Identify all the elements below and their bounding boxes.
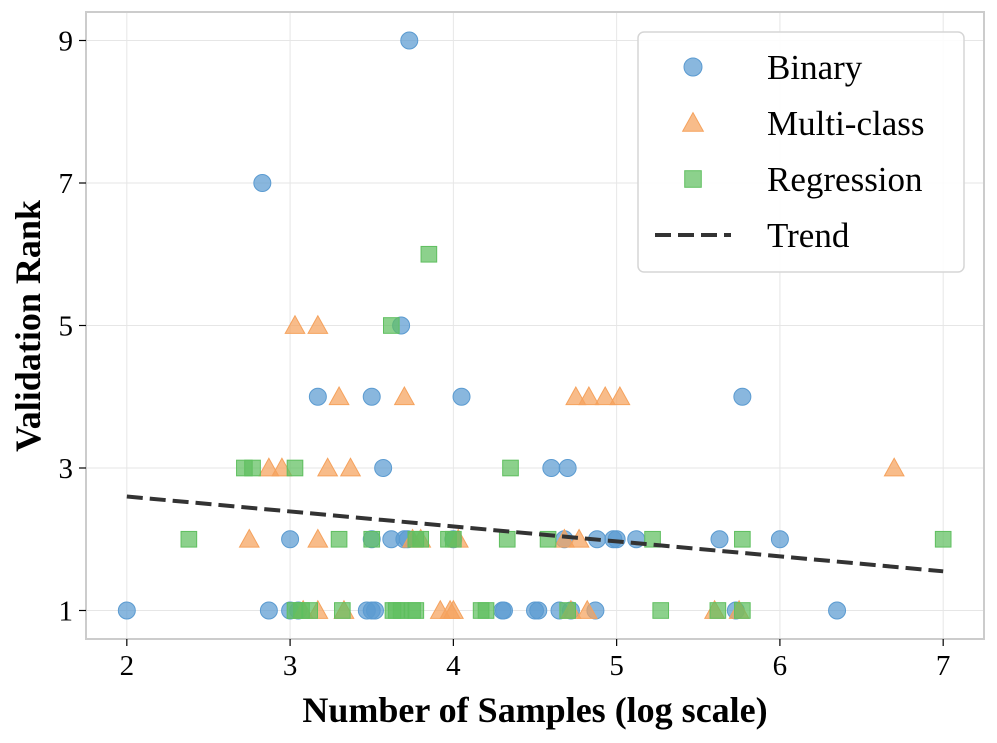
- legend: Binary Multi-class Regression Trend: [637, 31, 965, 273]
- legend-entry: Multi-class: [681, 104, 924, 143]
- data-point: [542, 459, 561, 477]
- legend-swatch: [684, 170, 702, 188]
- data-point: [328, 385, 350, 406]
- data-point: [576, 599, 598, 619]
- data-point: [308, 387, 327, 406]
- legend-label: Regression: [767, 160, 923, 199]
- y-axis-title: Validation Rank: [8, 200, 48, 452]
- data-point: [594, 385, 616, 406]
- data-point: [734, 602, 751, 619]
- data-point: [259, 601, 278, 620]
- data-point: [529, 601, 548, 620]
- data-point: [934, 530, 952, 548]
- data-point: [363, 530, 381, 548]
- data-point: [253, 174, 272, 192]
- data-point: [502, 459, 519, 477]
- y-tick-label: 9: [59, 26, 74, 58]
- data-point: [286, 459, 304, 477]
- y-tick-label: 3: [59, 453, 74, 485]
- data-point: [281, 530, 300, 549]
- legend-label: Multi-class: [767, 104, 924, 143]
- x-axis-title: Number of Samples (log scale): [302, 690, 767, 730]
- data-point: [393, 385, 416, 406]
- data-point: [412, 530, 430, 548]
- data-point: [307, 528, 329, 548]
- data-point: [559, 602, 576, 619]
- data-point: [420, 245, 438, 263]
- x-tick-label: 7: [936, 650, 951, 682]
- x-tick-label: 4: [446, 650, 461, 682]
- legend-swatch: [681, 111, 705, 132]
- data-point: [238, 528, 260, 548]
- data-point: [117, 601, 136, 620]
- x-tick-label: 6: [773, 650, 788, 682]
- data-point: [374, 459, 393, 477]
- data-point: [334, 602, 351, 619]
- data-point: [445, 530, 462, 548]
- data-point: [407, 602, 425, 619]
- series-regression: [180, 245, 952, 619]
- data-point: [609, 385, 631, 406]
- data-point: [578, 385, 600, 406]
- data-point: [400, 31, 419, 50]
- data-point: [710, 530, 729, 549]
- legend-box: [637, 31, 965, 273]
- x-tick-label: 5: [609, 650, 624, 682]
- data-point: [258, 457, 280, 477]
- data-point: [442, 599, 464, 619]
- data-point: [330, 530, 348, 548]
- legend-entry: Regression: [684, 160, 923, 199]
- data-point: [244, 459, 261, 477]
- data-points: [117, 31, 952, 620]
- data-point: [180, 530, 198, 548]
- y-tick-label: 5: [59, 311, 74, 343]
- data-point: [317, 457, 339, 477]
- legend-entry: Binary: [683, 48, 863, 87]
- data-point: [362, 387, 381, 406]
- y-tick-label: 1: [59, 596, 74, 628]
- data-point: [383, 317, 400, 334]
- legend-label: Binary: [767, 48, 863, 87]
- data-point: [883, 457, 905, 477]
- data-point: [301, 602, 319, 619]
- data-point: [733, 387, 752, 406]
- data-point: [494, 601, 513, 620]
- data-point: [734, 530, 751, 548]
- data-point: [558, 459, 577, 477]
- legend-label: Trend: [767, 216, 850, 255]
- axis-ticks: 2 3 4 5 6 7 1 3 5 7 9: [59, 26, 951, 683]
- data-point: [498, 530, 516, 548]
- x-tick-label: 2: [120, 650, 135, 682]
- data-point: [565, 385, 587, 406]
- y-tick-label: 7: [59, 168, 74, 200]
- data-point: [477, 602, 495, 619]
- data-point: [452, 387, 471, 406]
- data-point: [307, 314, 329, 334]
- data-point: [652, 602, 670, 619]
- data-point: [770, 530, 789, 549]
- data-point: [339, 457, 362, 477]
- data-point: [828, 601, 847, 620]
- legend-swatch: [683, 57, 703, 77]
- data-point: [709, 602, 727, 619]
- data-point: [365, 601, 384, 620]
- x-tick-label: 3: [283, 650, 298, 682]
- data-point: [284, 314, 306, 334]
- legend-entry: Trend: [655, 216, 850, 255]
